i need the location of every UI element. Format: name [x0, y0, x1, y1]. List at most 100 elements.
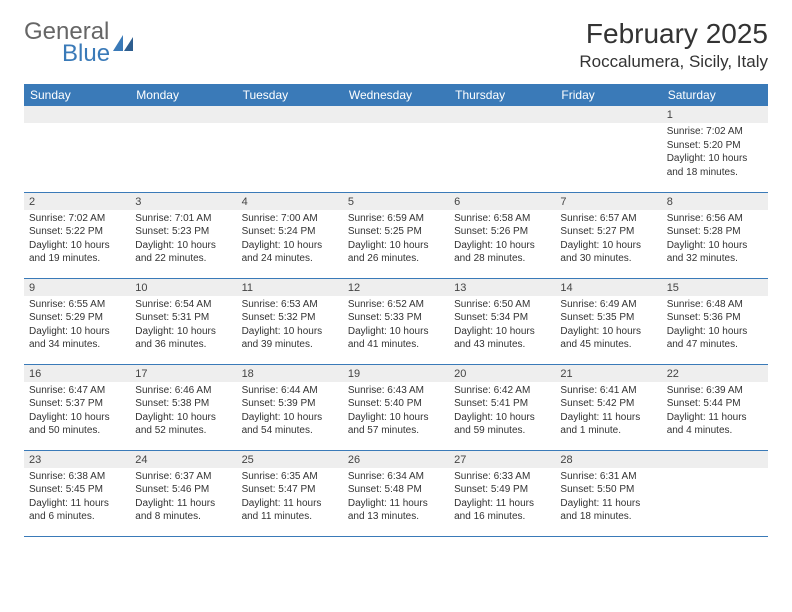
col-sunday: Sunday	[24, 84, 130, 106]
calendar-day-cell: 17Sunrise: 6:46 AMSunset: 5:38 PMDayligh…	[130, 364, 236, 450]
daylight-text: Daylight: 10 hours and 43 minutes.	[454, 325, 550, 352]
sunrise-text: Sunrise: 7:02 AM	[667, 125, 763, 139]
col-wednesday: Wednesday	[343, 84, 449, 106]
sunset-text: Sunset: 5:42 PM	[560, 397, 656, 411]
calendar-table: Sunday Monday Tuesday Wednesday Thursday…	[24, 84, 768, 537]
day-body: Sunrise: 6:42 AMSunset: 5:41 PMDaylight:…	[449, 382, 555, 442]
day-number: 22	[662, 365, 768, 382]
calendar-day-cell: 28Sunrise: 6:31 AMSunset: 5:50 PMDayligh…	[555, 450, 661, 536]
calendar-day-cell	[130, 106, 236, 192]
daylight-text: Daylight: 10 hours and 47 minutes.	[667, 325, 763, 352]
calendar-day-cell: 15Sunrise: 6:48 AMSunset: 5:36 PMDayligh…	[662, 278, 768, 364]
day-number: 16	[24, 365, 130, 382]
calendar-day-cell: 7Sunrise: 6:57 AMSunset: 5:27 PMDaylight…	[555, 192, 661, 278]
sunset-text: Sunset: 5:44 PM	[667, 397, 763, 411]
sunset-text: Sunset: 5:46 PM	[135, 483, 231, 497]
sunset-text: Sunset: 5:40 PM	[348, 397, 444, 411]
title-block: February 2025 Roccalumera, Sicily, Italy	[579, 18, 768, 72]
sail-icon	[113, 30, 133, 46]
daylight-text: Daylight: 10 hours and 57 minutes.	[348, 411, 444, 438]
calendar-day-cell: 21Sunrise: 6:41 AMSunset: 5:42 PMDayligh…	[555, 364, 661, 450]
day-body: Sunrise: 6:34 AMSunset: 5:48 PMDaylight:…	[343, 468, 449, 528]
calendar-day-cell: 24Sunrise: 6:37 AMSunset: 5:46 PMDayligh…	[130, 450, 236, 536]
calendar-day-cell: 19 Sunrise: 6:43 AMSunset: 5:40 PMDayligh…	[343, 364, 449, 450]
month-title: February 2025	[579, 18, 768, 50]
page-header: GeneralBlue February 2025 Roccalumera, S…	[24, 18, 768, 72]
sunset-text: Sunset: 5:45 PM	[29, 483, 125, 497]
daylight-text: Daylight: 10 hours and 45 minutes.	[560, 325, 656, 352]
daylight-text: Daylight: 11 hours and 16 minutes.	[454, 497, 550, 524]
sunset-text: Sunset: 5:24 PM	[242, 225, 338, 239]
day-number: 9	[24, 279, 130, 296]
sunset-text: Sunset: 5:22 PM	[29, 225, 125, 239]
calendar-day-cell: 11Sunrise: 6:53 AMSunset: 5:32 PMDayligh…	[237, 278, 343, 364]
day-body: Sunrise: 6:48 AMSunset: 5:36 PMDaylight:…	[662, 296, 768, 356]
sunset-text: Sunset: 5:41 PM	[454, 397, 550, 411]
calendar-day-cell: 22Sunrise: 6:39 AMSunset: 5:44 PMDayligh…	[662, 364, 768, 450]
calendar-day-cell: 6Sunrise: 6:58 AMSunset: 5:26 PMDaylight…	[449, 192, 555, 278]
calendar-day-cell: 2 Sunrise: 7:02 AMSunset: 5:22 PMDaylight…	[24, 192, 130, 278]
calendar-day-cell: 13Sunrise: 6:50 AMSunset: 5:34 PMDayligh…	[449, 278, 555, 364]
daylight-text: Daylight: 10 hours and 18 minutes.	[667, 152, 763, 179]
sunrise-text: Sunrise: 6:52 AM	[348, 298, 444, 312]
day-number: 3	[130, 193, 236, 210]
day-number: 2	[24, 193, 130, 210]
daylight-text: Daylight: 10 hours and 52 minutes.	[135, 411, 231, 438]
daylight-text: Daylight: 11 hours and 11 minutes.	[242, 497, 338, 524]
day-body: Sunrise: 6:53 AMSunset: 5:32 PMDaylight:…	[237, 296, 343, 356]
calendar-day-cell: 9Sunrise: 6:55 AMSunset: 5:29 PMDaylight…	[24, 278, 130, 364]
day-number: 6	[449, 193, 555, 210]
day-body: Sunrise: 6:46 AMSunset: 5:38 PMDaylight:…	[130, 382, 236, 442]
day-number: 14	[555, 279, 661, 296]
sunrise-text: Sunrise: 7:02 AM	[29, 212, 125, 226]
sunrise-text: Sunrise: 6:50 AM	[454, 298, 550, 312]
sunset-text: Sunset: 5:38 PM	[135, 397, 231, 411]
calendar-day-cell: 18Sunrise: 6:44 AMSunset: 5:39 PMDayligh…	[237, 364, 343, 450]
calendar-week-row: 16Sunrise: 6:47 AMSunset: 5:37 PMDayligh…	[24, 364, 768, 450]
sunset-text: Sunset: 5:50 PM	[560, 483, 656, 497]
sunset-text: Sunset: 5:33 PM	[348, 311, 444, 325]
calendar-day-cell: 4Sunrise: 7:00 AMSunset: 5:24 PMDaylight…	[237, 192, 343, 278]
sunrise-text: Sunrise: 7:01 AM	[135, 212, 231, 226]
day-number: 18	[237, 365, 343, 382]
calendar-day-cell: 27Sunrise: 6:33 AMSunset: 5:49 PMDayligh…	[449, 450, 555, 536]
day-number: 26	[343, 451, 449, 468]
day-number: 15	[662, 279, 768, 296]
sunrise-text: Sunrise: 6:33 AM	[454, 470, 550, 484]
calendar-week-row: 1 Sunrise: 7:02 AMSunset: 5:20 PMDaylight…	[24, 106, 768, 192]
calendar-day-cell	[662, 450, 768, 536]
calendar-day-cell	[343, 106, 449, 192]
sunrise-text: Sunrise: 7:00 AM	[242, 212, 338, 226]
calendar-day-cell: 23Sunrise: 6:38 AMSunset: 5:45 PMDayligh…	[24, 450, 130, 536]
day-body: Sunrise: 6:52 AMSunset: 5:33 PMDaylight:…	[343, 296, 449, 356]
calendar-day-cell: 25Sunrise: 6:35 AMSunset: 5:47 PMDayligh…	[237, 450, 343, 536]
daylight-text: Daylight: 11 hours and 13 minutes.	[348, 497, 444, 524]
day-body: Sunrise: 6:56 AMSunset: 5:28 PMDaylight:…	[662, 210, 768, 270]
day-body: Sunrise: 6:33 AMSunset: 5:49 PMDaylight:…	[449, 468, 555, 528]
day-number: 1	[662, 106, 768, 123]
daylight-text: Daylight: 10 hours and 30 minutes.	[560, 239, 656, 266]
day-number	[130, 106, 236, 123]
sunset-text: Sunset: 5:20 PM	[667, 139, 763, 153]
day-body: Sunrise: 6:39 AMSunset: 5:44 PMDaylight:…	[662, 382, 768, 442]
sunrise-text: Sunrise: 6:35 AM	[242, 470, 338, 484]
sunrise-text: Sunrise: 6:37 AM	[135, 470, 231, 484]
daylight-text: Daylight: 11 hours and 6 minutes.	[29, 497, 125, 524]
day-body: Sunrise: 6:58 AMSunset: 5:26 PMDaylight:…	[449, 210, 555, 270]
sunrise-text: Sunrise: 6:58 AM	[454, 212, 550, 226]
sunset-text: Sunset: 5:48 PM	[348, 483, 444, 497]
sunset-text: Sunset: 5:37 PM	[29, 397, 125, 411]
day-number: 19	[343, 365, 449, 382]
calendar-body: 1Sunrise: 7:02 AMSunset: 5:20 PMDaylight…	[24, 106, 768, 536]
calendar-day-cell: 10Sunrise: 6:54 AMSunset: 5:31 PMDayligh…	[130, 278, 236, 364]
sunrise-text: Sunrise: 6:43 AM	[348, 384, 444, 398]
day-number: 5	[343, 193, 449, 210]
sunset-text: Sunset: 5:26 PM	[454, 225, 550, 239]
day-number: 21	[555, 365, 661, 382]
sunset-text: Sunset: 5:35 PM	[560, 311, 656, 325]
day-body: Sunrise: 6:59 AMSunset: 5:25 PMDaylight:…	[343, 210, 449, 270]
day-number	[343, 106, 449, 123]
daylight-text: Daylight: 10 hours and 24 minutes.	[242, 239, 338, 266]
daylight-text: Daylight: 10 hours and 19 minutes.	[29, 239, 125, 266]
daylight-text: Daylight: 10 hours and 34 minutes.	[29, 325, 125, 352]
